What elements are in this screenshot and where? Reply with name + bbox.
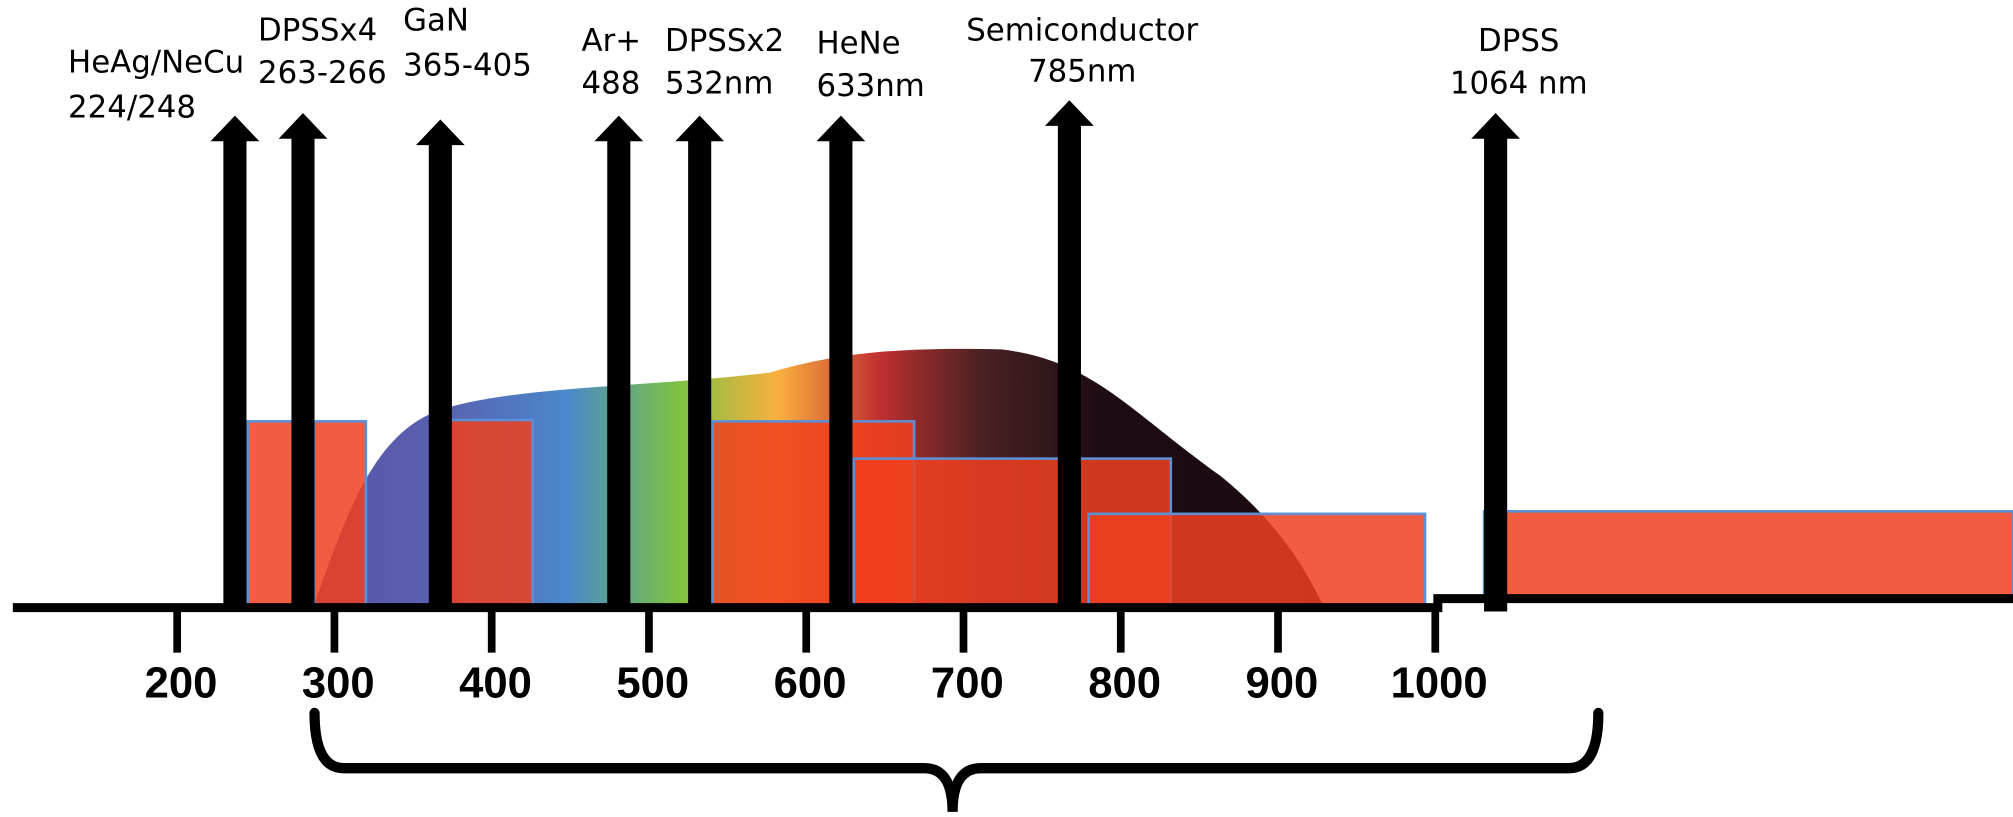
tick-label: 700 <box>931 658 1004 707</box>
laser-name: DPSSx4 <box>258 13 377 49</box>
arrows <box>210 100 1521 612</box>
laser-name: Semiconductor <box>966 13 1198 49</box>
ticks: 200 300 400 500 600 700 800 900 1000 <box>145 611 1488 708</box>
laser-wavelength: 633nm <box>816 68 924 104</box>
tick-label: 800 <box>1088 658 1161 707</box>
range <box>313 420 368 607</box>
laser-arrow <box>1471 113 1521 612</box>
laser-arrow <box>1045 100 1094 612</box>
tick-label: 300 <box>302 658 375 707</box>
tick-label: 1000 <box>1391 658 1488 707</box>
ranges <box>246 418 2013 607</box>
tick-label: 200 <box>145 658 218 707</box>
laser-wavelength: 532nm <box>665 65 773 101</box>
laser-name: DPSSx2 <box>665 23 784 59</box>
laser-wavelength: 365-405 <box>403 47 532 83</box>
tick-label: 500 <box>616 658 689 707</box>
range <box>1482 509 2013 600</box>
tick-label: 400 <box>459 658 532 707</box>
axis-line <box>12 594 2013 613</box>
laser-arrow <box>210 115 260 612</box>
range <box>246 420 301 607</box>
tick-label: 600 <box>774 658 847 707</box>
labels: HeAg/NeCu 224/248 DPSSx4 263-266 GaN 365-405 A… <box>68 2 1588 125</box>
laser-wavelength: 488 <box>582 65 641 101</box>
laser-name: GaN <box>403 2 469 38</box>
laser-wavelength: 224/248 <box>68 90 196 126</box>
laser-wavelength: 263-266 <box>258 55 387 91</box>
laser-wavelength: 1064 nm <box>1450 65 1588 101</box>
laser-name: DPSS <box>1478 23 1559 59</box>
laser-arrow <box>278 113 328 612</box>
tick-label: 900 <box>1245 658 1318 707</box>
laser-name: HeAg/NeCu <box>68 45 244 81</box>
range <box>1087 512 1427 607</box>
laser-arrow <box>675 115 725 612</box>
laser-arrow <box>816 115 866 612</box>
laser-arrow <box>415 119 465 612</box>
laser-wavelength: 785nm <box>1028 54 1136 90</box>
laser-name: HeNe <box>816 25 900 61</box>
laser-arrow <box>594 115 644 612</box>
range <box>448 418 535 607</box>
laser-name: Ar+ <box>582 23 642 59</box>
bracket <box>309 707 1604 812</box>
